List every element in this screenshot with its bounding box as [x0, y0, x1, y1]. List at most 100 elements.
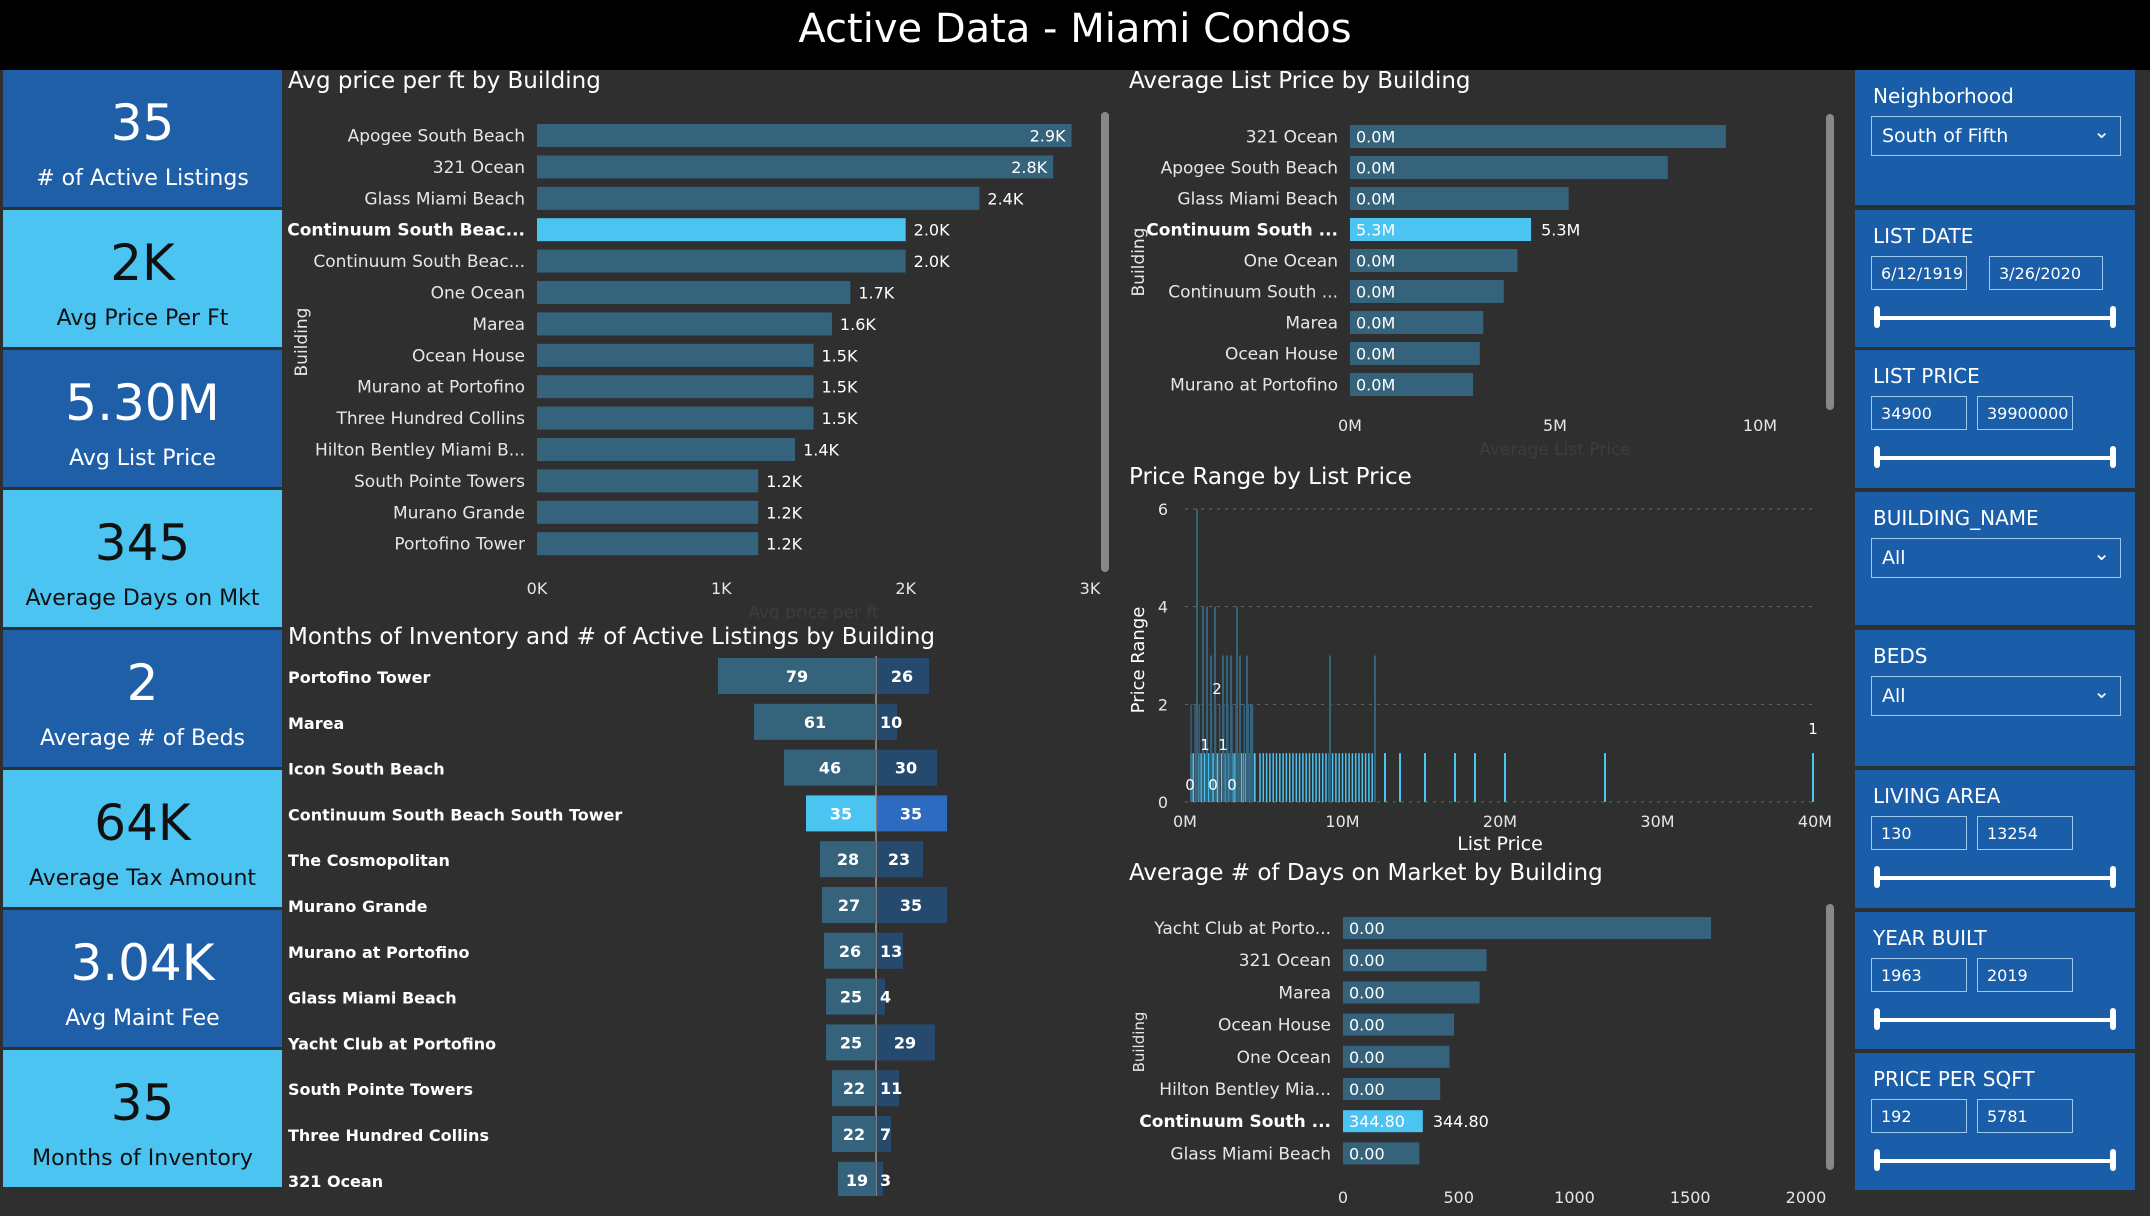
- living-area-max-input[interactable]: 13254: [1977, 816, 2073, 850]
- data-label: 1: [1200, 736, 1210, 754]
- y-tick-label: 0: [1158, 793, 1168, 812]
- price-per-sqft-slider-min-handle[interactable]: [1874, 1149, 1880, 1171]
- x-tick-label: 2000: [1786, 1188, 1827, 1207]
- y-tick-label: 2: [1158, 695, 1168, 714]
- x-tick-label: 30M: [1640, 812, 1674, 831]
- list-price-slider-track[interactable]: [1877, 456, 2113, 460]
- scrollbar-avg-list-price[interactable]: [1826, 114, 1834, 410]
- dropdown-value: South of Fifth: [1882, 125, 2009, 147]
- bar: [1343, 949, 1487, 972]
- category-label: South Pointe Towers: [354, 472, 525, 492]
- bar: [1350, 249, 1518, 272]
- category-label: Continuum South ...: [1168, 283, 1338, 303]
- data-label: 1.2K: [766, 535, 802, 554]
- category-label: Marea: [288, 714, 344, 733]
- data-label: 3: [880, 1171, 891, 1190]
- bar: [1350, 280, 1504, 303]
- building-name-dropdown[interactable]: All ⌄: [1871, 538, 2121, 578]
- bar: [537, 406, 814, 430]
- year-built-slider-min-handle[interactable]: [1874, 1008, 1880, 1030]
- scrollbar-days-on-market[interactable]: [1826, 904, 1834, 1170]
- bar-months-of-inventory: [754, 703, 876, 740]
- category-label: 321 Ocean: [288, 1172, 383, 1191]
- price-per-sqft-slider-max-handle[interactable]: [2110, 1149, 2116, 1171]
- bar: [1350, 156, 1668, 179]
- data-label: 0.0M: [1356, 190, 1395, 209]
- category-label: Yacht Club at Porto...: [1153, 919, 1331, 939]
- category-label: Portofino Tower: [394, 535, 525, 555]
- bar: [537, 532, 759, 556]
- list-date-slider-max-handle[interactable]: [2110, 306, 2116, 328]
- y-axis-label: Building: [1130, 1012, 1148, 1073]
- bar-months-of-inventory: [832, 1116, 876, 1152]
- list-date-slider-min-handle[interactable]: [1874, 306, 1880, 328]
- category-label: 321 Ocean: [1246, 128, 1338, 148]
- category-label: Murano Grande: [393, 503, 525, 523]
- category-label: Three Hundred Collins: [335, 409, 525, 429]
- beds-dropdown[interactable]: All ⌄: [1871, 676, 2121, 716]
- kpi-card: 35 Months of Inventory: [3, 1050, 282, 1187]
- price-per-sqft-max-input[interactable]: 5781: [1977, 1099, 2073, 1133]
- data-label: 79: [786, 667, 808, 686]
- price-per-sqft-min-input[interactable]: 192: [1871, 1099, 1967, 1133]
- living-area-min-input[interactable]: 130: [1871, 816, 1967, 850]
- slicer-title: Neighborhood: [1873, 84, 2014, 108]
- bar: [1350, 125, 1726, 148]
- living-area-slider-track[interactable]: [1877, 876, 2113, 880]
- data-label: 1.5K: [822, 346, 858, 365]
- data-label: 4: [880, 988, 891, 1007]
- slicer-building-name: BUILDING_NAME All ⌄: [1855, 492, 2135, 625]
- year-built-slider-track[interactable]: [1877, 1018, 2113, 1022]
- data-label: 10: [880, 713, 902, 732]
- kpi-value: 345: [94, 514, 191, 572]
- bar-active-listings: [877, 658, 929, 694]
- x-tick-label: 10M: [1325, 812, 1359, 831]
- category-label: Glass Miami Beach: [1177, 190, 1338, 210]
- x-tick-label: 40M: [1798, 812, 1832, 831]
- list-date-slider-track[interactable]: [1877, 316, 2113, 320]
- list-date-max-input[interactable]: 3/26/2020: [1989, 256, 2103, 290]
- scrollbar-price-per-ft[interactable]: [1101, 112, 1109, 572]
- category-label: 321 Ocean: [1239, 951, 1331, 971]
- category-label: Marea: [1278, 983, 1331, 1003]
- y-axis-label: Price Range: [1128, 607, 1149, 714]
- list-price-slider-max-handle[interactable]: [2110, 446, 2116, 468]
- list-price-max-input[interactable]: 39900000: [1977, 396, 2073, 430]
- bar-months-of-inventory: [718, 658, 876, 694]
- bar: [537, 186, 980, 210]
- list-price-slider-min-handle[interactable]: [1874, 446, 1880, 468]
- data-label: 7: [880, 1125, 891, 1144]
- category-label: Hilton Bentley Miami B...: [315, 441, 525, 461]
- bar: [1350, 218, 1532, 241]
- x-tick-label: 1K: [711, 579, 732, 598]
- data-label: 0.0M: [1356, 376, 1395, 395]
- x-tick-label: 2K: [895, 579, 916, 598]
- category-label: Yacht Club at Portofino: [287, 1034, 496, 1053]
- data-label: 28: [837, 850, 859, 869]
- list-price-min-input[interactable]: 34900: [1871, 396, 1967, 430]
- neighborhood-dropdown[interactable]: South of Fifth ⌄: [1871, 116, 2121, 156]
- list-date-min-input[interactable]: 6/12/1919: [1871, 256, 1967, 290]
- year-built-slider-max-handle[interactable]: [2110, 1008, 2116, 1030]
- data-label: 25: [840, 1033, 862, 1052]
- year-built-min-input[interactable]: 1963: [1871, 958, 1967, 992]
- data-label-highlight: 5.3M: [1541, 221, 1580, 240]
- kpi-card: 2K Avg Price Per Ft: [3, 210, 282, 347]
- slicer-price-per-sqft: PRICE PER SQFT 192 5781: [1855, 1053, 2135, 1190]
- bar-active-listings: [877, 932, 903, 969]
- price-per-sqft-slider-track[interactable]: [1877, 1159, 2113, 1163]
- x-tick-label: 0M: [1338, 416, 1362, 435]
- chart-title-price-range: Price Range by List Price: [1129, 464, 1412, 490]
- living-area-slider-min-handle[interactable]: [1874, 866, 1880, 888]
- data-label: 61: [804, 713, 826, 732]
- category-label: Ocean House: [1218, 1016, 1331, 1036]
- bar: [1343, 1142, 1420, 1165]
- data-label: 0.0M: [1356, 128, 1395, 147]
- chart-days-on-market: Yacht Club at Porto... 0.00 321 Ocean 0.00 M…: [1130, 917, 1827, 1207]
- bar-months-of-inventory: [806, 795, 876, 832]
- category-label: Continuum South ...: [1139, 1112, 1331, 1132]
- living-area-slider-max-handle[interactable]: [2110, 866, 2116, 888]
- category-label: Murano at Portofino: [1170, 376, 1338, 396]
- data-label: 27: [838, 896, 860, 915]
- year-built-max-input[interactable]: 2019: [1977, 958, 2073, 992]
